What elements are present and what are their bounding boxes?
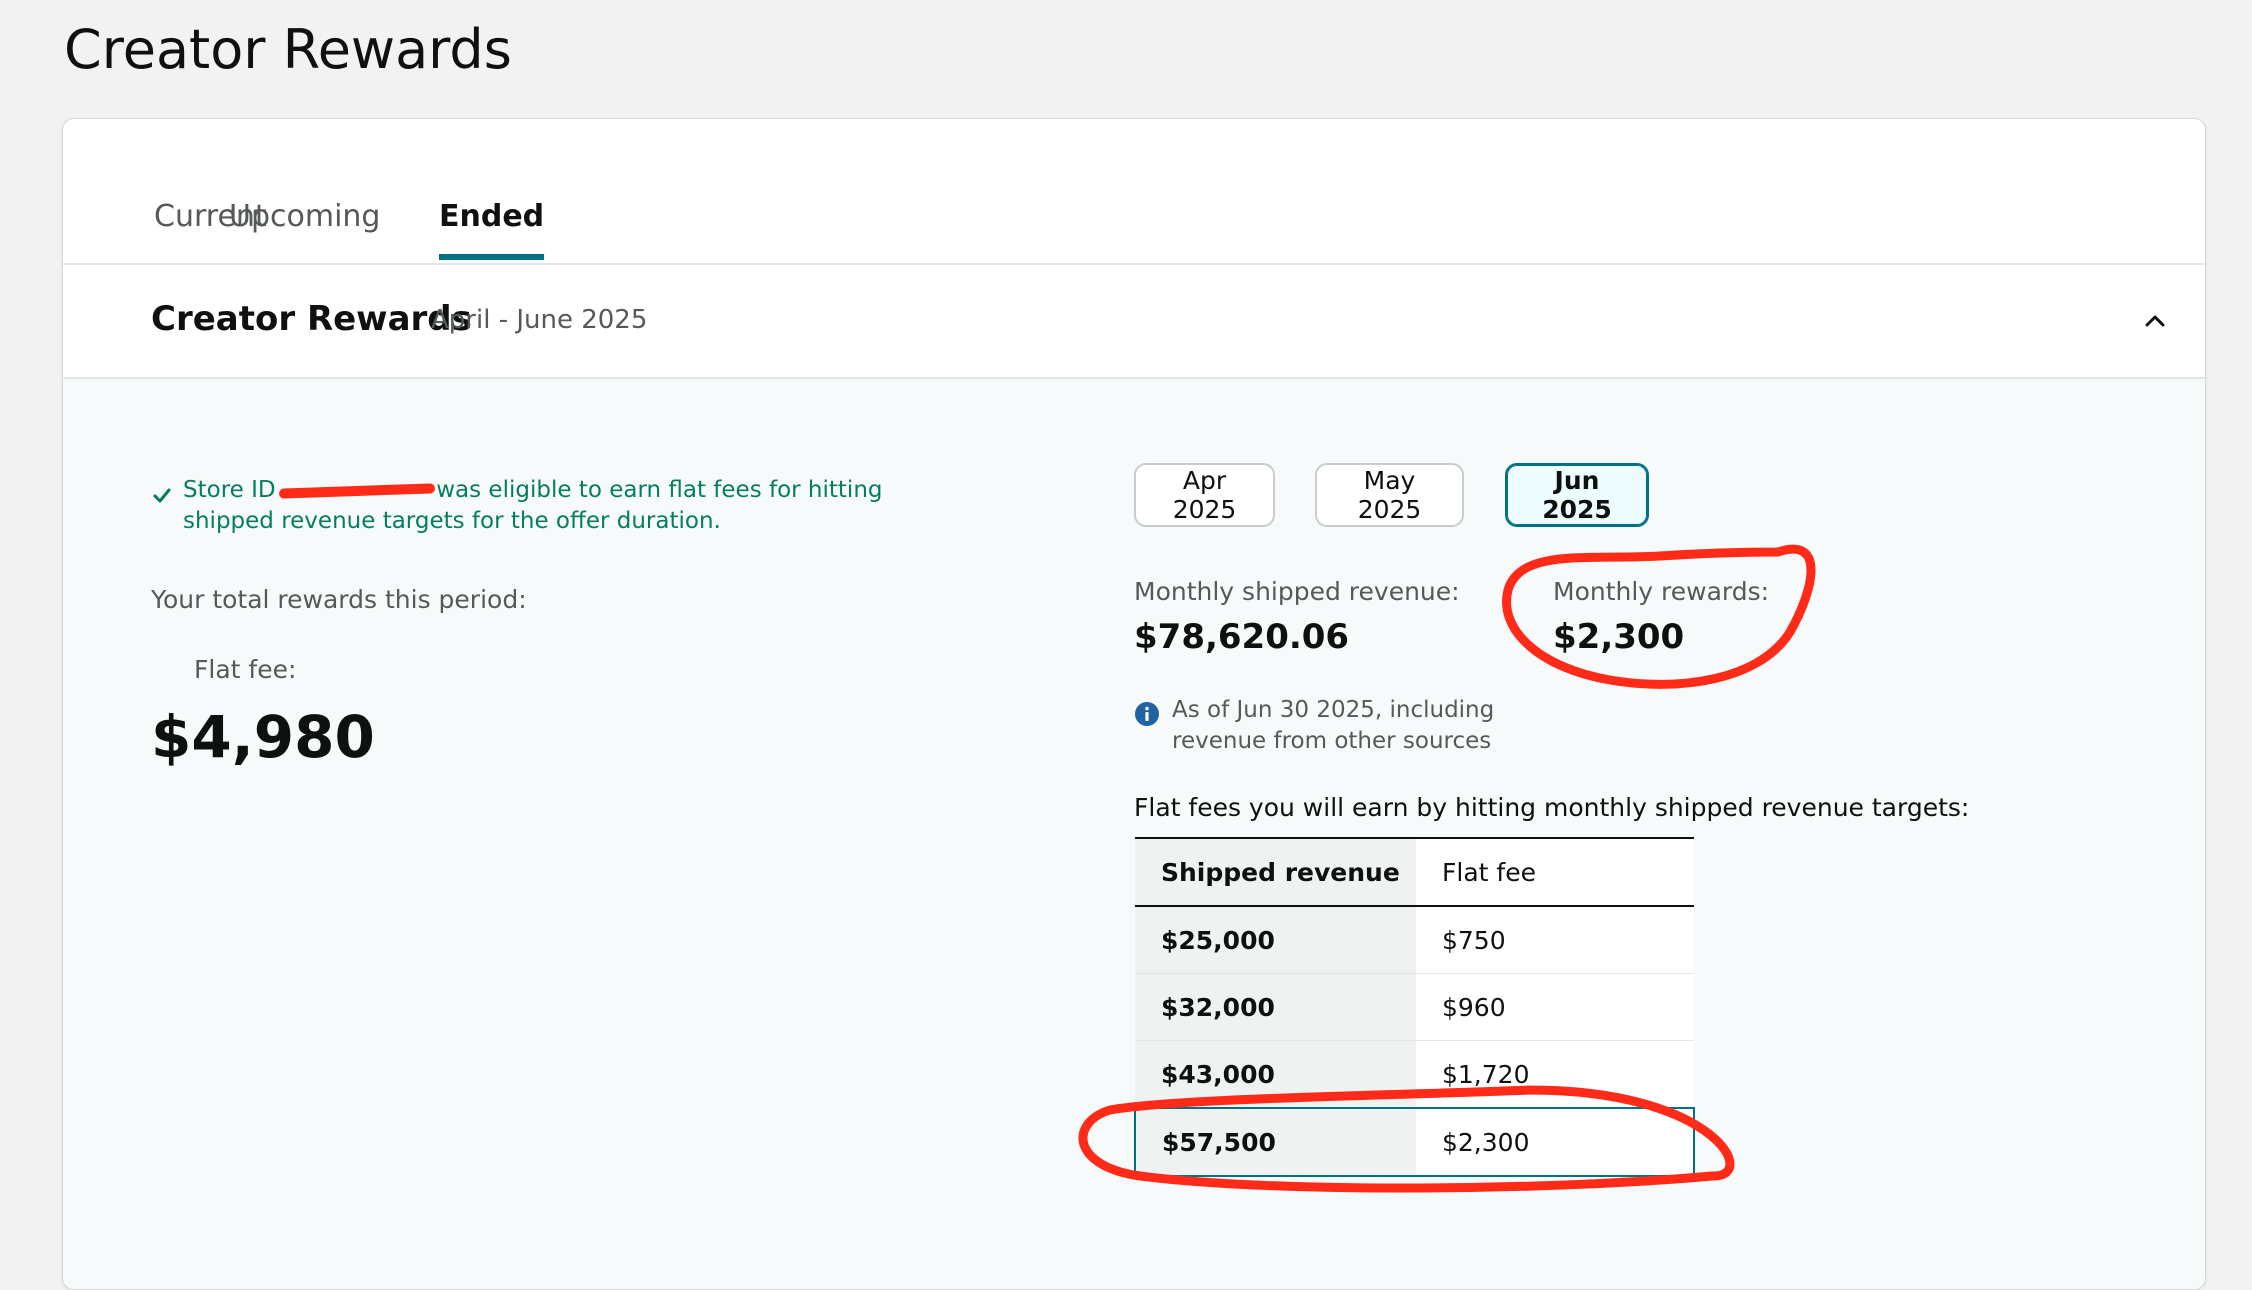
revenue-cell: $32,000: [1135, 973, 1416, 1041]
monthly-rewards-value: $2,300: [1553, 617, 1685, 657]
tab-current[interactable]: Current: [154, 199, 267, 234]
flat-fee-label: Flat fee:: [194, 655, 297, 684]
monthly-shipped-revenue-value: $78,620.06: [1134, 617, 1350, 657]
tab-ended[interactable]: Ended: [439, 199, 545, 260]
column-header-flat-fee: Flat fee: [1416, 838, 1694, 906]
page-title: Creator Rewards: [64, 18, 512, 81]
revenue-cell: $43,000: [1135, 1040, 1416, 1108]
month-button-may-2025[interactable]: May 2025: [1315, 463, 1464, 527]
rewards-card: Current Upcoming Ended Creator Rewards A…: [62, 118, 2206, 1290]
chevron-up-icon[interactable]: [2141, 307, 2169, 335]
revenue-note: As of Jun 30 2025, including revenue fro…: [1172, 697, 1495, 754]
info-icon: [1135, 702, 1159, 726]
total-rewards-label: Your total rewards this period:: [151, 585, 527, 614]
monthly-rewards-label: Monthly rewards:: [1553, 577, 1770, 606]
table-row: $32,000 $960: [1135, 973, 1694, 1041]
eligibility-suffix: was eligible to earn flat fees for hitti…: [183, 477, 883, 534]
table-row: $43,000 $1,720: [1135, 1040, 1694, 1108]
flat-fee-value: $4,980: [151, 703, 375, 771]
table-row: $25,000 $750: [1135, 906, 1694, 974]
tab-bar: Current Upcoming Ended: [63, 119, 2205, 265]
revenue-cell: $25,000: [1135, 906, 1416, 974]
offer-title: Creator Rewards: [151, 299, 472, 339]
tab-upcoming[interactable]: Upcoming: [229, 199, 381, 234]
column-header-shipped-revenue: Shipped revenue: [1135, 838, 1416, 906]
redaction-mark: [278, 482, 436, 499]
fee-cell: $960: [1416, 973, 1694, 1041]
fee-cell: $1,720: [1416, 1040, 1694, 1108]
monthly-shipped-revenue-label: Monthly shipped revenue:: [1134, 577, 1460, 606]
targets-table: Shipped revenue Flat fee $25,000 $750 $3…: [1134, 837, 1695, 1177]
offer-header[interactable]: Creator Rewards April - June 2025: [63, 265, 2205, 379]
month-button-jun-2025[interactable]: Jun 2025: [1505, 463, 1649, 527]
eligibility-message: Store ID was eligible to earn flat fees …: [151, 475, 931, 537]
offer-details: Store ID was eligible to earn flat fees …: [63, 379, 2205, 1289]
fee-cell: $2,300: [1416, 1107, 1695, 1177]
month-button-apr-2025[interactable]: Apr 2025: [1134, 463, 1275, 527]
eligibility-prefix: Store ID: [183, 477, 276, 503]
targets-heading: Flat fees you will earn by hitting month…: [1134, 793, 1970, 822]
fee-cell: $750: [1416, 906, 1694, 974]
check-icon: [153, 488, 171, 503]
table-header-row: Shipped revenue Flat fee: [1135, 838, 1694, 906]
offer-period: April - June 2025: [431, 305, 648, 335]
revenue-cell: $57,500: [1134, 1107, 1416, 1177]
table-row-highlighted: $57,500 $2,300: [1134, 1107, 1695, 1177]
